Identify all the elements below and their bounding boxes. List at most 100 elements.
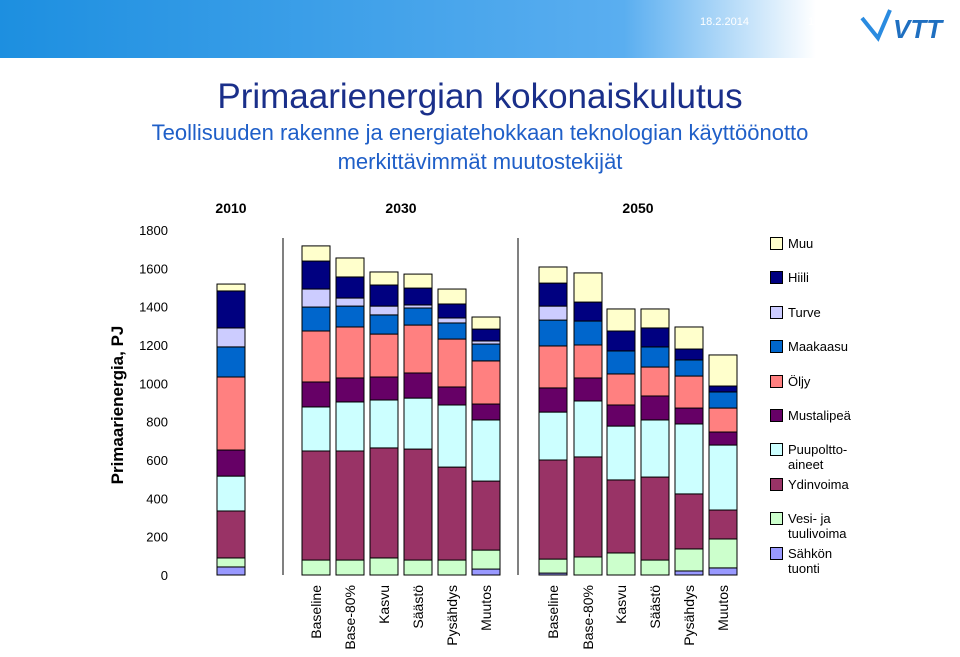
bar-segment <box>471 328 501 342</box>
legend-swatch <box>770 340 783 354</box>
bar-segment <box>437 386 467 406</box>
bar-segment <box>708 538 738 569</box>
bar-segment <box>301 306 331 332</box>
bar-segment <box>640 559 670 576</box>
bar-segment <box>335 377 365 403</box>
bar-segment <box>708 407 738 433</box>
bar-segment <box>335 559 365 576</box>
bar-segment <box>674 348 704 361</box>
bar-segment <box>216 376 246 451</box>
y-tick-label: 1000 <box>139 376 168 391</box>
bar-segment <box>708 567 738 576</box>
bar-segment <box>216 566 246 576</box>
legend-swatch <box>770 271 783 285</box>
bar-segment <box>216 283 246 292</box>
y-axis-title: Primaarienergia, PJ <box>108 326 127 485</box>
bar-segment <box>403 307 433 326</box>
legend-label: Maakaasu <box>788 339 848 355</box>
bar-segment <box>606 330 636 352</box>
bar-segment <box>335 450 365 561</box>
bar-segment <box>369 284 399 307</box>
x-tick-label: Säästö <box>410 585 426 629</box>
bar-segment <box>369 399 399 449</box>
y-tick-label: 1600 <box>139 261 168 276</box>
bar-segment <box>606 350 636 375</box>
legend-item: Öljy <box>770 374 860 389</box>
bar-segment <box>538 345 568 389</box>
legend-swatch <box>770 305 783 319</box>
y-tick-label: 400 <box>146 491 168 506</box>
x-tick-label: Pysähdys <box>681 585 697 646</box>
x-tick-label: Base-80% <box>342 585 358 650</box>
bar-segment <box>471 316 501 330</box>
y-tick-label: 800 <box>146 415 168 430</box>
bar-segment <box>301 288 331 308</box>
bar-segment <box>437 466 467 561</box>
legend-item: Sähkön tuonti <box>770 546 860 576</box>
bar-segment <box>437 338 467 388</box>
bar-segment <box>301 450 331 561</box>
bar-segment <box>403 273 433 289</box>
bar-segment <box>606 308 636 332</box>
bar-segment <box>216 449 246 477</box>
y-tick-label: 1800 <box>139 223 168 238</box>
bar-segment <box>573 320 603 346</box>
bar-segment <box>301 559 331 576</box>
y-tick-label: 600 <box>146 453 168 468</box>
bar-segment <box>437 303 467 319</box>
bar-segment <box>335 326 365 379</box>
bar-segment <box>369 376 399 401</box>
date: 18.2.2014 <box>700 16 749 28</box>
x-tick-label: Base-80% <box>580 585 596 650</box>
bar-segment <box>708 354 738 387</box>
legend-label: Öljy <box>788 373 811 389</box>
bar-segment <box>708 431 738 446</box>
header-band <box>0 0 960 58</box>
legend-label: Sähkön tuonti <box>788 545 833 576</box>
bar-segment <box>216 327 246 348</box>
bar-segment <box>674 326 704 350</box>
legend-swatch <box>770 512 783 526</box>
bar-segment <box>403 324 433 374</box>
bar-segment <box>674 548 704 572</box>
legend-swatch <box>770 409 783 422</box>
bar-segment <box>369 271 399 286</box>
bar-segment <box>606 425 636 481</box>
legend-label: Muu <box>788 236 814 251</box>
bar-segment <box>708 391 738 409</box>
x-tick-label: Muutos <box>478 585 494 631</box>
bar-segment <box>674 407 704 425</box>
bar-segment <box>471 549 501 570</box>
bar-segment <box>606 373 636 406</box>
bar-segment <box>708 509 738 540</box>
bar-segment <box>301 245 331 262</box>
bar-segment <box>335 276 365 299</box>
y-tick-label: 0 <box>161 568 168 583</box>
bar-segment <box>369 447 399 559</box>
bar-segment <box>674 359 704 377</box>
bar-segment <box>538 266 568 284</box>
bar-segment <box>369 305 399 316</box>
bar-segment <box>216 475 246 512</box>
y-tick-label: 200 <box>146 530 168 545</box>
legend-item: Hiili <box>770 270 860 285</box>
bar-segment <box>471 419 501 482</box>
y-tick-label: 1400 <box>139 300 168 315</box>
legend-swatch <box>770 237 783 250</box>
bar-segment <box>538 411 568 461</box>
bar-segment <box>538 387 568 413</box>
bar-segment <box>369 557 399 576</box>
legend-item: Vesi- ja tuulivoima <box>770 511 860 541</box>
legend-label: Ydinvoima <box>788 476 849 492</box>
group-label: 2050 <box>622 200 653 216</box>
x-tick-label: Baseline <box>308 585 324 639</box>
legend-label: Puupoltto-aineet <box>788 442 848 473</box>
page-number: 15 <box>808 16 820 28</box>
x-tick-label: Pysähdys <box>444 585 460 646</box>
legend-label: Mustalipeä <box>788 408 851 423</box>
legend-item: Muu <box>770 236 860 251</box>
bar-segment <box>301 406 331 452</box>
bar-segment <box>437 317 467 324</box>
chart-title: Primaarienergian kokonaiskulutus <box>217 77 742 116</box>
